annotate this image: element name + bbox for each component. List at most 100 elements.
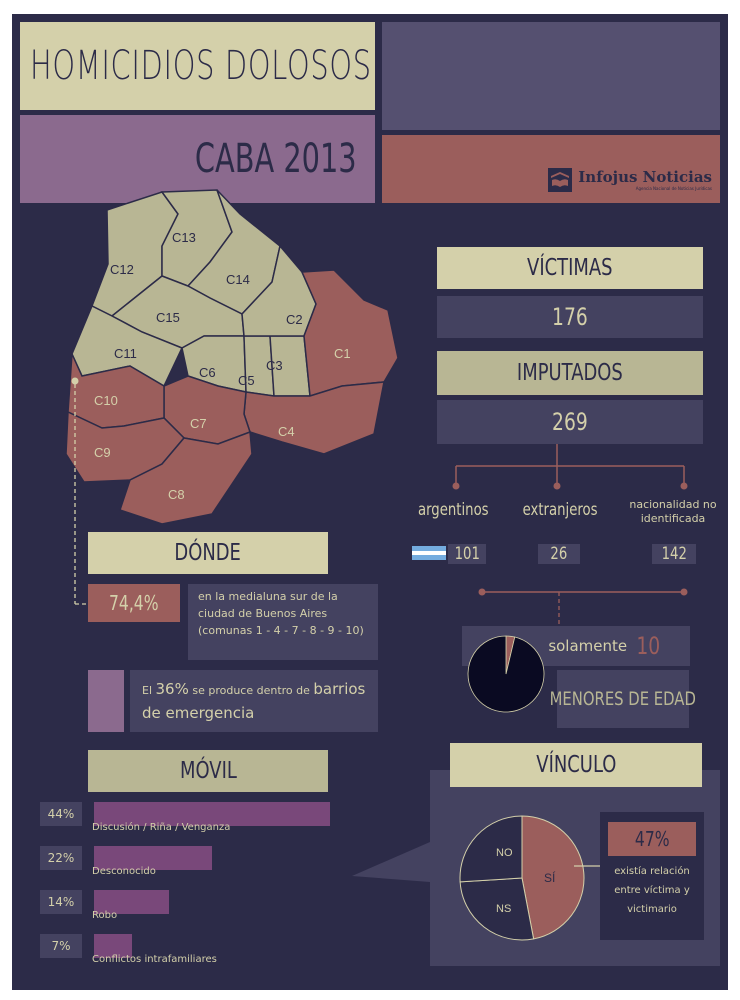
arg-label: argentinos	[408, 500, 498, 520]
title-line-1: HOMICIDIOS DOLOSOS	[20, 22, 375, 110]
pie-label-no: NO	[496, 847, 513, 859]
nid-value-box: 142	[652, 544, 696, 564]
movil-pct: 44%	[40, 802, 82, 826]
minors-connector	[478, 588, 688, 642]
victimas-value: 176	[552, 303, 588, 331]
minors-prefix: solamente	[548, 637, 628, 655]
poster: HOMICIDIOS DOLOSOS CABA 2013 Infojus Not…	[12, 14, 728, 990]
minors-pie-chart	[467, 635, 545, 713]
barrios-prefix: El	[142, 684, 153, 697]
donde-text-2: (comunas 1 - 4 - 7 - 8 - 9 - 10)	[198, 624, 364, 637]
vinculo-label: VÍNCULO	[535, 752, 617, 778]
ext-value-box: 26	[538, 544, 580, 564]
minors-label-box: MENORES DE EDAD	[550, 670, 696, 728]
arg-label-text: argentinos	[417, 500, 489, 520]
barrios-color-swatch	[88, 670, 124, 732]
map-label-c13: C13	[172, 230, 196, 245]
vinculo-stat-box: 47% existía relación entre víctima y vic…	[600, 812, 704, 940]
minors-pie-slice	[467, 635, 545, 713]
minors-label: MENORES DE EDAD	[549, 688, 697, 710]
movil-bar-label: Robo	[92, 910, 118, 921]
barrios-pct: 36%	[155, 680, 189, 698]
vinculo-pie-chart: NO NS SÍ	[459, 815, 585, 941]
minors-value: 10	[636, 632, 661, 660]
donde-pct: 74,4%	[109, 591, 159, 615]
map-label-c6: C6	[199, 365, 216, 380]
movil-bar-label: Conflictos intrafamiliares	[92, 954, 217, 965]
donde-text-box: en la medialuna sur de la ciudad de Buen…	[188, 584, 378, 660]
donde-header: DÓNDE	[88, 532, 328, 574]
vinculo-text: existía relación entre víctima y victima…	[614, 866, 690, 915]
map-label-c15: C15	[156, 310, 180, 325]
movil-pct: 22%	[40, 846, 82, 870]
vinculo-header: VÍNCULO	[450, 743, 702, 787]
nid-label-text: nacionalidad no identificada	[629, 498, 717, 525]
map-label-c2: C2	[286, 312, 303, 327]
donde-connector	[71, 377, 100, 608]
vinculo-pie-slice-sí	[521, 815, 585, 940]
movil-bar-label: Discusión / Riña / Venganza	[92, 822, 231, 833]
imputados-tree	[452, 444, 688, 490]
arg-value: 101	[454, 544, 480, 564]
argentina-flag-icon	[412, 546, 446, 560]
map-label-c11: C11	[114, 346, 137, 361]
header-decor-box	[382, 22, 720, 130]
arg-value-box: 26101	[448, 544, 486, 564]
victimas-label: VÍCTIMAS	[527, 255, 613, 281]
vinculo-pct-box: 47%	[608, 822, 696, 856]
book-icon	[548, 168, 573, 192]
movil-pct: 7%	[40, 934, 82, 958]
movil-header: MÓVIL	[88, 750, 328, 792]
imputados-value: 269	[552, 408, 588, 436]
vinculo-pct: 47%	[634, 827, 670, 851]
title-line-2: CABA 2013	[20, 115, 375, 203]
imputados-value-box: 269	[437, 400, 703, 444]
movil-bar	[94, 846, 212, 870]
donde-label: DÓNDE	[174, 540, 242, 566]
donde-pct-box: 74,4%	[88, 584, 180, 622]
movil-bar	[94, 802, 330, 826]
ext-value: 26	[550, 544, 568, 564]
map-label-c5: C5	[238, 373, 255, 388]
title-text-1: HOMICIDIOS DOLOSOS	[30, 43, 372, 89]
barrios-text-box: El 36% se produce dentro de barrios de e…	[130, 670, 378, 732]
vinculo-pie-slice-ns	[459, 815, 523, 883]
barrios-mid: se produce dentro de	[192, 684, 310, 697]
map-label-c9: C9	[94, 445, 111, 460]
brand-logo: Infojus Noticias Agencia Nacional de Not…	[548, 168, 712, 192]
movil-bar	[94, 934, 132, 958]
pie-label-ns: NS	[496, 903, 511, 915]
caba-map: C1 C2 C3 C4 C5 C6 C7 C8 C9 C10 C11 C12 C13 C14 C15	[65, 189, 399, 524]
vinculo-pointer	[352, 842, 430, 882]
barrios-line-2: de emergencia	[142, 704, 255, 722]
movil-bar-label: Desconocido	[92, 866, 156, 877]
nid-value: 142	[661, 544, 687, 564]
movil-label: MÓVIL	[179, 758, 237, 784]
map-label-c3: C3	[266, 358, 283, 373]
pie-label-si: SÍ	[544, 870, 556, 885]
map-label-c4: C4	[278, 424, 295, 439]
ext-label-text: extranjeros	[522, 500, 598, 520]
brand-name: Infojus Noticias	[578, 167, 712, 186]
movil-pct: 14%	[40, 890, 82, 914]
ext-label: extranjeros	[512, 500, 608, 520]
map-comuna-8	[119, 430, 253, 524]
map-label-c12: C12	[110, 262, 134, 277]
victimas-value-box: 176	[437, 296, 703, 338]
imputados-header: IMPUTADOS	[437, 351, 703, 395]
map-label-c7: C7	[190, 416, 207, 431]
donde-text-1: en la medialuna sur de la ciudad de Buen…	[198, 590, 338, 620]
title-text-2: CABA 2013	[195, 136, 357, 182]
brand-tagline: Agencia Nacional de Noticias Jurídicas	[635, 185, 712, 191]
map-comuna-1	[300, 269, 399, 397]
imputados-label: IMPUTADOS	[517, 360, 623, 386]
nid-label: nacionalidad no identificada	[628, 498, 718, 526]
vinculo-pie-slice-no	[459, 877, 535, 941]
movil-bar	[94, 890, 170, 914]
map-label-c8: C8	[168, 487, 185, 502]
map-label-c1: C1	[334, 346, 351, 361]
barrios-end: barrios	[313, 680, 366, 698]
victimas-header: VÍCTIMAS	[437, 247, 703, 289]
map-label-c10: C10	[94, 393, 118, 408]
map-label-c14: C14	[226, 272, 250, 287]
